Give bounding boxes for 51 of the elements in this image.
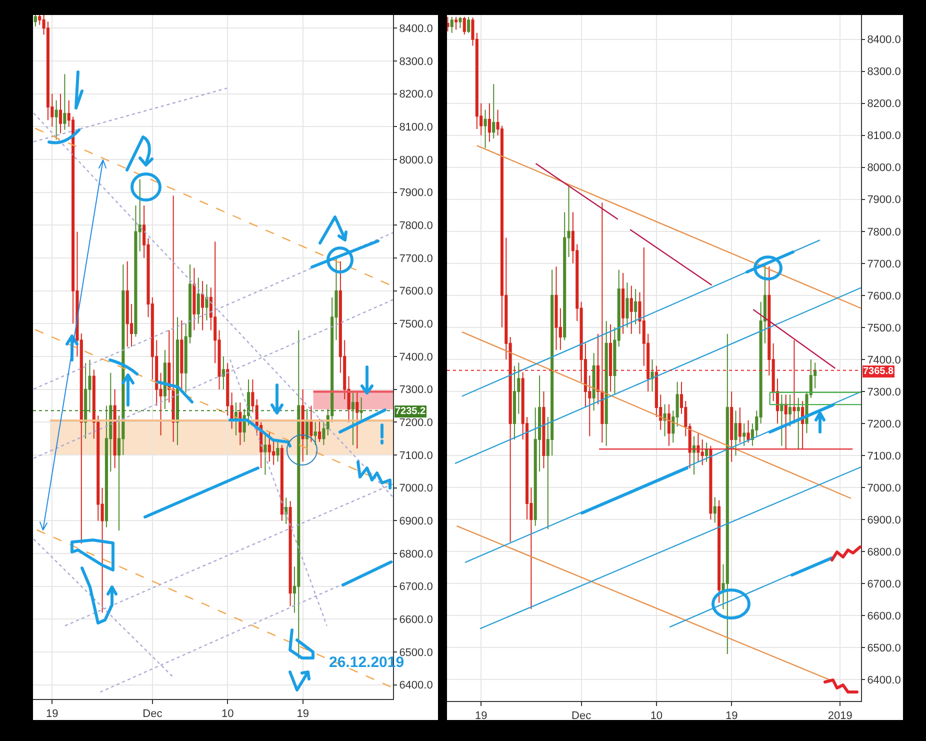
y-tick-label: 8300.0 xyxy=(399,56,433,68)
x-tick-label: 10 xyxy=(650,710,663,722)
y-tick-label: 6700.0 xyxy=(867,578,901,590)
y-tick-label: 8200.0 xyxy=(399,88,433,101)
y-tick-label: 8000.0 xyxy=(867,162,901,174)
y-tick-label: 7200.0 xyxy=(399,417,433,430)
y-tick-label: 7100.0 xyxy=(867,450,901,462)
y-tick-label: 7300.0 xyxy=(867,386,901,398)
x-tick-label: 19 xyxy=(46,708,58,720)
y-tick-label: 6400.0 xyxy=(399,680,433,692)
y-tick-label: 8400.0 xyxy=(399,22,433,35)
y-tick-label: 7700.0 xyxy=(399,252,433,265)
y-tick-label: 7800.0 xyxy=(399,220,433,232)
y-tick-label: 7600.0 xyxy=(399,286,433,298)
x-tick-label: 10 xyxy=(221,708,234,720)
y-tick-label: 8200.0 xyxy=(867,98,901,110)
x-tick-label: 19 xyxy=(725,710,738,722)
y-tick-label: 6900.0 xyxy=(399,516,433,528)
y-tick-label: 7800.0 xyxy=(867,226,901,238)
y-tick-label: 7400.0 xyxy=(399,351,433,364)
y-tick-label: 7700.0 xyxy=(867,258,901,270)
y-tick-label: 6900.0 xyxy=(867,514,901,526)
ref-line-label: 7365.8 xyxy=(863,366,894,377)
x-tick-label: 19 xyxy=(474,710,488,722)
y-tick-label: 6600.0 xyxy=(399,614,433,626)
y-tick-label: 7400.0 xyxy=(867,354,901,366)
x-tick-label: 19 xyxy=(296,708,309,720)
x-tick-label: Dec xyxy=(572,710,592,722)
y-tick-label: 6800.0 xyxy=(399,548,433,560)
y-tick-label: 7000.0 xyxy=(399,482,433,495)
y-tick-label: 7500.0 xyxy=(399,318,433,331)
y-tick-label: 6700.0 xyxy=(399,581,433,594)
y-tick-label: 7500.0 xyxy=(867,322,901,334)
x-tick-label: Dec xyxy=(142,708,163,720)
y-tick-label: 6500.0 xyxy=(867,642,901,654)
y-tick-label: 7900.0 xyxy=(867,194,901,206)
x-tick-label: 2019 xyxy=(828,710,852,722)
y-tick-label: 7900.0 xyxy=(399,187,433,200)
y-tick-label: 7600.0 xyxy=(867,290,901,302)
y-tick-label: 7000.0 xyxy=(867,482,901,494)
y-tick-label: 8300.0 xyxy=(867,66,901,78)
y-tick-label: 7200.0 xyxy=(867,418,901,430)
y-tick-label: 8000.0 xyxy=(399,154,433,166)
y-tick-label: 7300.0 xyxy=(399,384,433,396)
y-tick-label: 6400.0 xyxy=(867,674,901,686)
y-tick-label: 6600.0 xyxy=(867,610,901,622)
y-tick-label: 8400.0 xyxy=(867,34,901,46)
y-tick-label: 6800.0 xyxy=(867,546,901,558)
y-tick-label: 8100.0 xyxy=(867,130,901,142)
y-tick-label: 7100.0 xyxy=(399,450,433,462)
y-tick-label: 8100.0 xyxy=(399,122,433,134)
